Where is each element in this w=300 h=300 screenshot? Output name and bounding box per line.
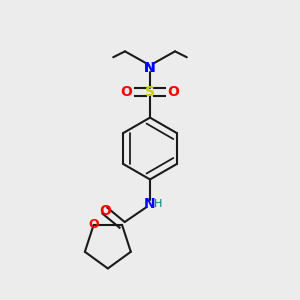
Text: H: H — [154, 199, 162, 208]
Text: S: S — [145, 85, 155, 99]
Text: O: O — [99, 204, 111, 218]
Text: O: O — [121, 85, 132, 99]
Text: O: O — [168, 85, 179, 99]
Text: N: N — [144, 61, 156, 75]
Text: O: O — [88, 218, 99, 231]
Text: N: N — [144, 196, 156, 211]
Text: N: N — [144, 61, 156, 75]
